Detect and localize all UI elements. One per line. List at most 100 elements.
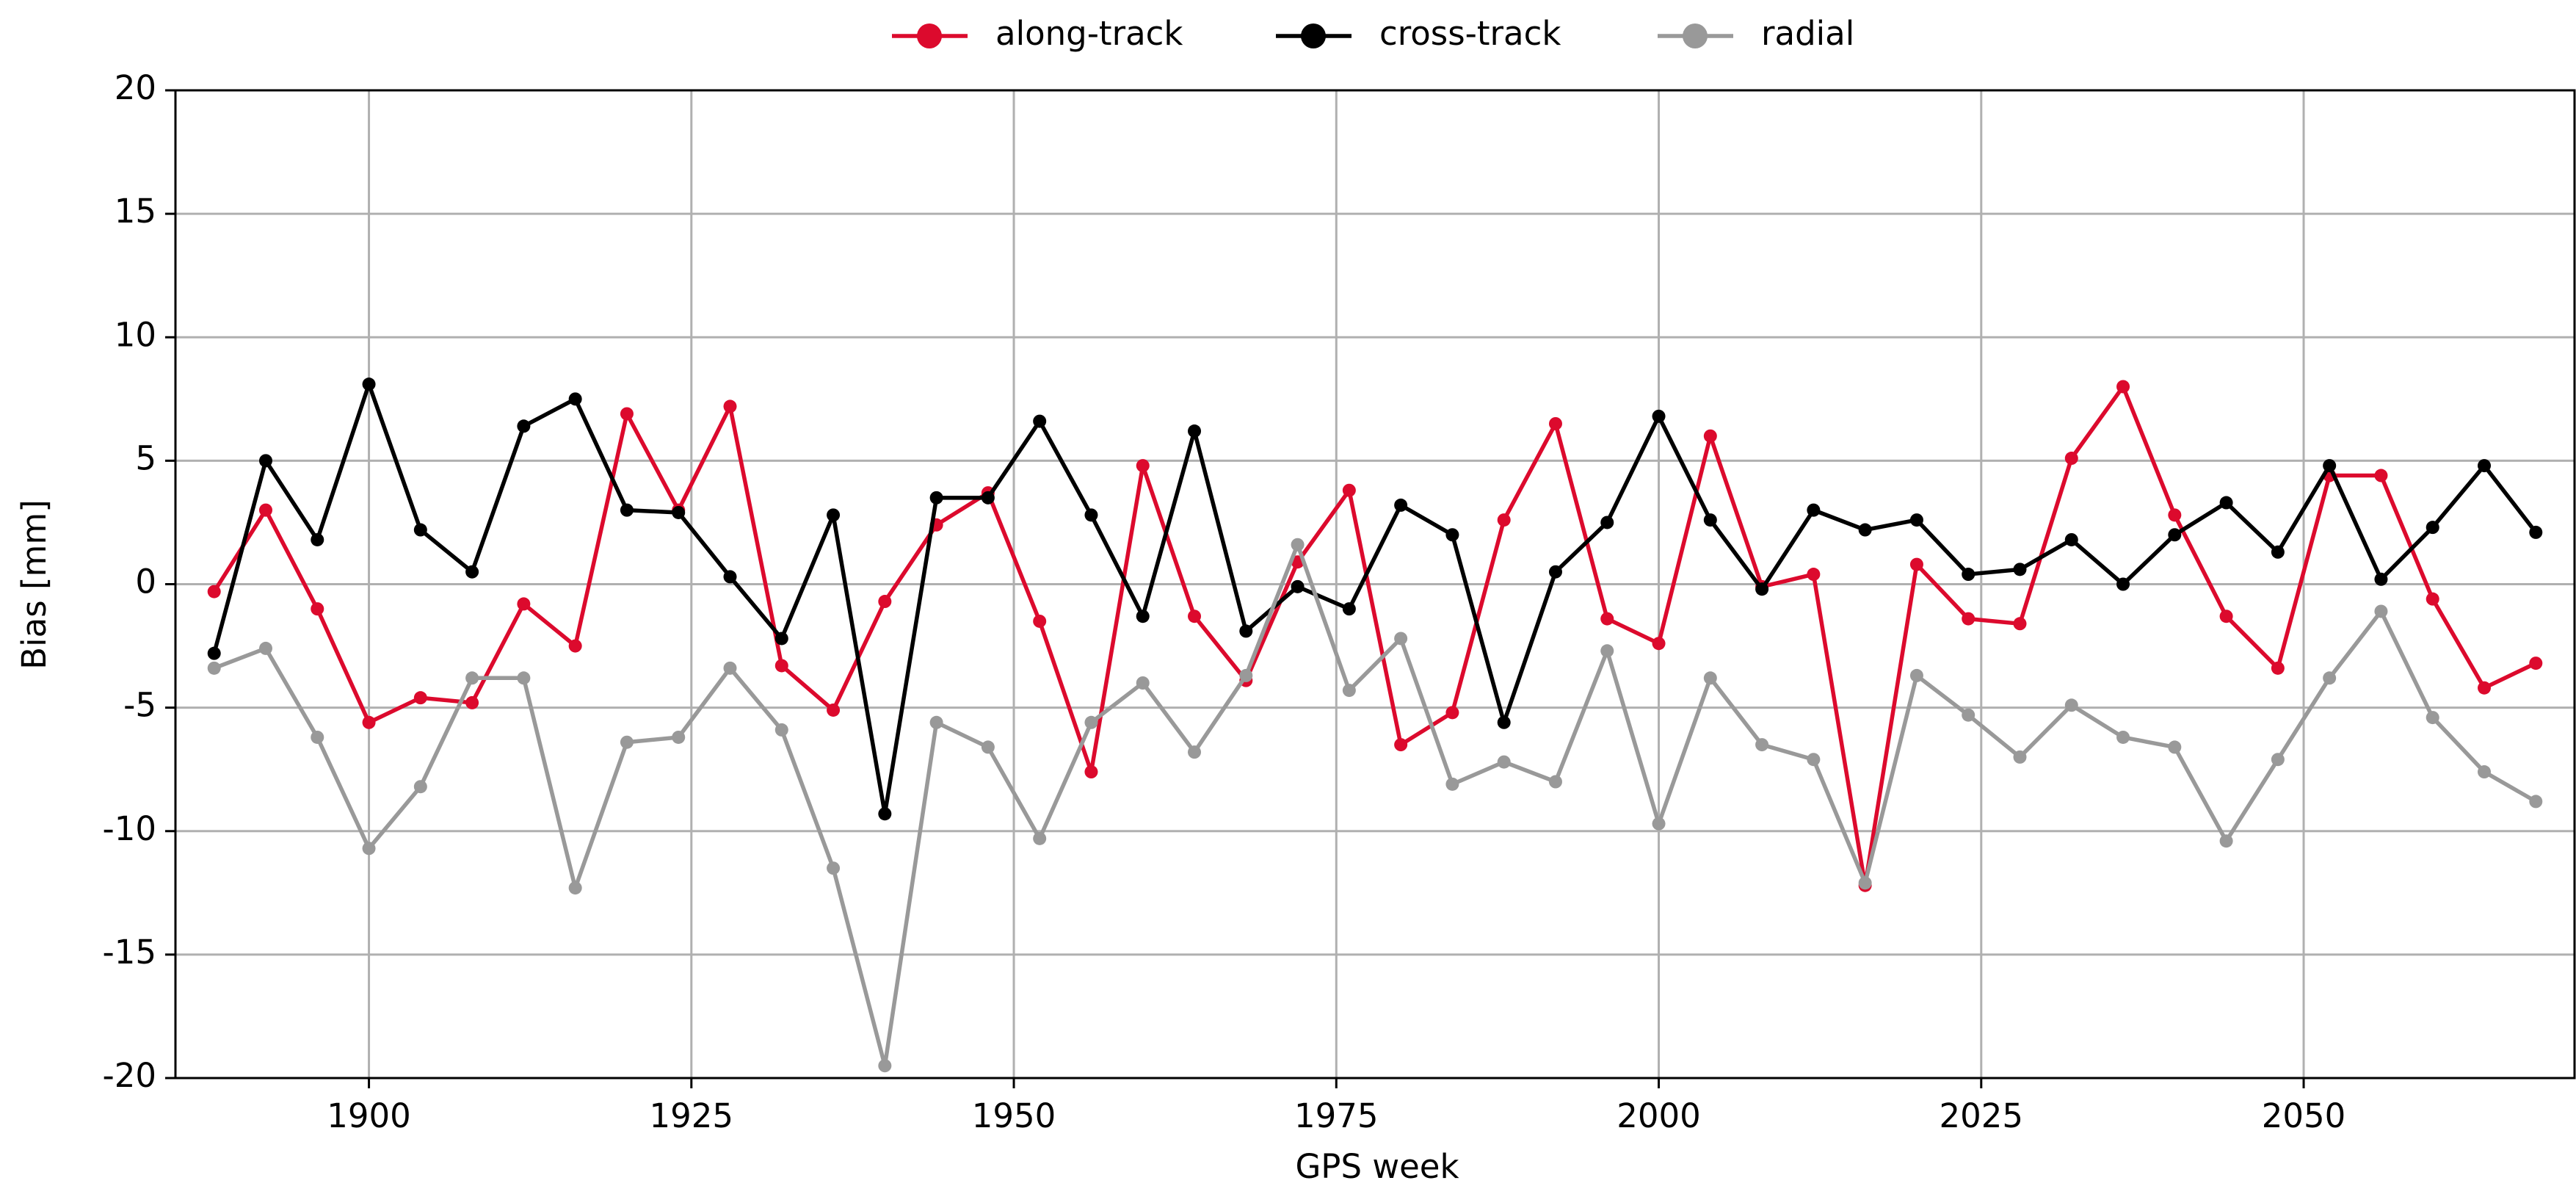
data-point [1652, 409, 1666, 423]
data-point [568, 639, 582, 653]
data-point [929, 491, 943, 505]
data-point [723, 570, 737, 584]
data-point [2116, 577, 2130, 591]
data-point [1291, 538, 1305, 552]
data-point [1652, 817, 1666, 831]
x-tick-label: 2000 [1617, 1096, 1701, 1135]
data-point [1807, 753, 1821, 767]
data-point [2478, 765, 2492, 779]
data-point [465, 695, 479, 709]
data-point [2529, 657, 2543, 670]
data-point [207, 585, 221, 599]
data-point [1239, 668, 1253, 682]
data-point [2323, 671, 2337, 685]
data-point [1807, 503, 1821, 517]
data-point [878, 807, 892, 821]
data-point [1600, 516, 1614, 529]
data-point [517, 597, 531, 611]
data-point [878, 595, 892, 609]
data-point [827, 703, 841, 717]
data-point [2168, 528, 2182, 542]
data-point [2374, 469, 2388, 482]
data-point [413, 523, 427, 537]
data-point [1497, 715, 1511, 729]
data-point [1703, 429, 1717, 443]
data-point [1394, 498, 1408, 512]
legend-label: along-track [995, 14, 1183, 53]
data-point [2064, 532, 2078, 546]
data-point [2478, 459, 2492, 473]
data-point [1136, 459, 1150, 473]
data-point [1962, 612, 1975, 626]
data-point [1084, 765, 1098, 779]
data-point [1755, 582, 1769, 596]
data-point [2013, 750, 2027, 764]
data-point [1136, 676, 1150, 690]
data-point [2271, 753, 2285, 767]
data-point [258, 454, 272, 468]
data-point [2529, 795, 2543, 809]
data-point [774, 659, 788, 673]
data-point [207, 661, 221, 675]
data-point [2219, 834, 2233, 848]
data-point [2426, 711, 2439, 725]
data-point [311, 730, 324, 744]
data-point [2116, 730, 2130, 744]
data-point [517, 419, 531, 433]
data-point [258, 641, 272, 655]
data-point [1445, 777, 1459, 791]
data-point [620, 735, 634, 749]
data-point [362, 842, 376, 856]
series-line [213, 542, 2537, 1068]
data-point [1600, 612, 1614, 626]
data-point [1445, 706, 1459, 720]
data-point [672, 505, 686, 519]
data-point [672, 730, 686, 744]
data-point [1548, 565, 1562, 579]
data-point [2426, 521, 2439, 535]
data-point [1033, 614, 1047, 628]
data-point [1548, 416, 1562, 430]
legend-label: radial [1761, 14, 1854, 53]
data-point [1084, 508, 1098, 522]
data-point [568, 392, 582, 406]
x-tick-label: 1925 [650, 1096, 734, 1135]
series-line [212, 382, 2538, 816]
data-point [2271, 661, 2285, 675]
data-point [1188, 424, 1202, 438]
data-point [413, 691, 427, 705]
y-tick-label: 10 [115, 315, 156, 354]
data-point [981, 740, 995, 754]
data-point [2013, 563, 2027, 576]
data-point [311, 602, 324, 616]
legend-marker [1683, 23, 1708, 48]
data-point [774, 723, 788, 737]
data-point [1497, 513, 1511, 527]
data-point [1445, 528, 1459, 542]
data-point [465, 565, 479, 579]
data-point [2064, 698, 2078, 712]
data-point [2323, 459, 2337, 473]
x-tick-label: 1950 [972, 1096, 1056, 1135]
y-tick-label: -15 [103, 933, 157, 972]
data-point [929, 715, 943, 729]
data-point [362, 715, 376, 729]
data-point [2013, 617, 2027, 631]
data-point [2426, 592, 2439, 606]
x-axis-label: GPS week [1295, 1147, 1459, 1186]
data-point [2168, 740, 2182, 754]
y-axis-label: Bias [mm] [15, 499, 54, 669]
data-point [1909, 668, 1923, 682]
y-tick-label: 15 [115, 192, 156, 231]
data-point [311, 532, 324, 546]
legend-marker [917, 23, 942, 48]
data-point [1962, 708, 1975, 722]
data-point [1703, 671, 1717, 685]
data-point [1188, 745, 1202, 759]
data-point [1084, 715, 1098, 729]
data-point [2219, 610, 2233, 623]
data-point [1342, 602, 1356, 616]
data-point [2529, 525, 2543, 539]
data-point [2219, 496, 2233, 510]
